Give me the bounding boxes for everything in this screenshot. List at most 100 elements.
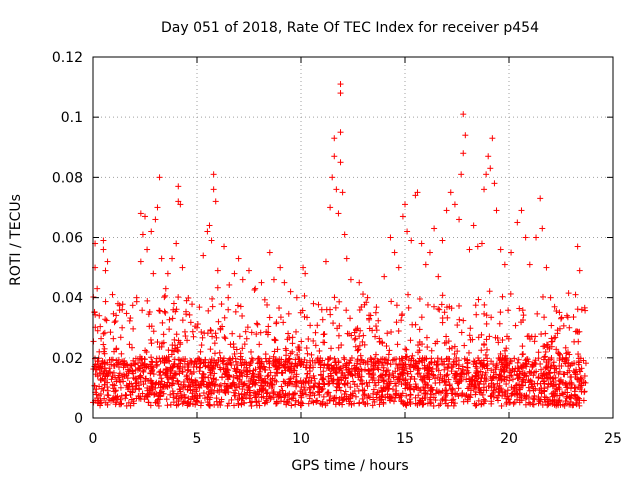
data-point-bg	[498, 367, 505, 374]
data-point-bg	[167, 401, 174, 408]
data-point-bg	[419, 401, 426, 408]
data-point-bg	[293, 383, 300, 390]
data-point-bg	[298, 384, 305, 391]
data-point-bg	[282, 367, 289, 374]
data-point-bg	[298, 361, 305, 368]
data-point-bg	[483, 336, 490, 343]
data-point	[139, 231, 146, 238]
data-point-bg	[531, 338, 538, 345]
data-point-bg	[207, 327, 214, 334]
data-point-bg	[501, 388, 508, 395]
data-point-bg	[262, 399, 269, 406]
data-point	[356, 279, 363, 286]
data-point-bg	[218, 301, 225, 308]
data-point-bg	[165, 353, 172, 360]
data-point-bg	[576, 328, 583, 335]
data-point	[462, 132, 469, 139]
data-point-bg	[386, 371, 393, 378]
data-point-bg	[515, 365, 522, 372]
data-point	[347, 276, 354, 283]
data-point-bg	[365, 393, 372, 400]
data-point-bg	[311, 375, 318, 382]
data-point-bg	[240, 367, 247, 374]
data-point-bg	[182, 355, 189, 362]
data-point	[100, 330, 107, 337]
data-point-bg	[510, 400, 517, 407]
data-point-bg	[535, 355, 542, 362]
data-point-bg	[443, 387, 450, 394]
data-point	[526, 261, 533, 268]
data-point-bg	[351, 336, 358, 343]
data-point	[277, 264, 284, 271]
data-point-bg	[211, 350, 218, 357]
data-point-bg	[288, 365, 295, 372]
data-point-bg	[459, 390, 466, 397]
data-point-bg	[520, 351, 527, 358]
data-point-bg	[564, 384, 571, 391]
data-point-bg	[526, 336, 533, 343]
data-point-bg	[535, 373, 542, 380]
data-point-bg	[296, 344, 303, 351]
data-point-bg	[466, 332, 473, 339]
data-point-bg	[475, 296, 482, 303]
data-point-bg	[392, 380, 399, 387]
data-point	[221, 243, 228, 250]
data-point-bg	[157, 368, 164, 375]
data-point-bg	[353, 364, 360, 371]
data-point-bg	[387, 378, 394, 385]
data-point	[418, 240, 425, 247]
data-point-bg	[417, 398, 424, 405]
data-point-bg	[332, 304, 339, 311]
axis-ticks	[92, 56, 614, 419]
data-point	[121, 357, 128, 364]
data-point-bg	[124, 384, 131, 391]
data-point-bg	[352, 393, 359, 400]
data-point	[558, 315, 564, 322]
data-point-bg	[193, 363, 200, 370]
data-point-bg	[448, 368, 455, 375]
data-point-bg	[342, 361, 349, 368]
data-point-bg	[435, 305, 442, 312]
y-tick-label: 0	[74, 411, 83, 427]
data-point-bg	[192, 323, 199, 330]
data-point-bg	[241, 380, 248, 387]
data-point-bg	[472, 373, 479, 380]
data-point-bg	[471, 383, 478, 390]
data-point-bg	[512, 322, 519, 329]
data-point-bg	[481, 363, 488, 370]
data-point-bg	[382, 386, 389, 393]
data-point-bg	[519, 369, 526, 376]
data-point-bg	[281, 364, 288, 371]
data-point-bg	[553, 346, 560, 353]
data-point-bg	[169, 388, 176, 395]
data-point-bg	[294, 351, 301, 358]
data-point-bg	[107, 329, 114, 336]
data-point-bg	[478, 347, 485, 354]
data-point-bg	[530, 395, 537, 402]
data-point-bg	[285, 380, 292, 387]
data-point-bg	[213, 398, 220, 405]
data-point-bg	[172, 371, 179, 378]
data-point-bg	[243, 335, 250, 342]
data-point	[547, 294, 554, 301]
data-point-bg	[497, 350, 504, 357]
data-point-bg	[222, 335, 229, 342]
data-point-bg	[271, 337, 278, 344]
data-point	[483, 171, 490, 178]
data-point-bg	[293, 328, 300, 335]
data-point-bg	[392, 391, 399, 398]
data-point-bg	[180, 378, 187, 385]
data-point-bg	[539, 293, 546, 300]
data-point-bg	[383, 385, 390, 392]
data-point-bg	[91, 382, 98, 389]
data-point	[206, 222, 213, 229]
data-point-bg	[437, 389, 444, 396]
data-point-bg	[351, 329, 358, 336]
data-point-bg	[308, 351, 315, 358]
data-point-bg	[550, 389, 557, 396]
data-point-bg	[130, 325, 137, 332]
data-point-bg	[354, 356, 361, 363]
data-point-bg	[199, 371, 206, 378]
data-point-bg	[578, 374, 585, 381]
data-point-bg	[130, 386, 137, 393]
